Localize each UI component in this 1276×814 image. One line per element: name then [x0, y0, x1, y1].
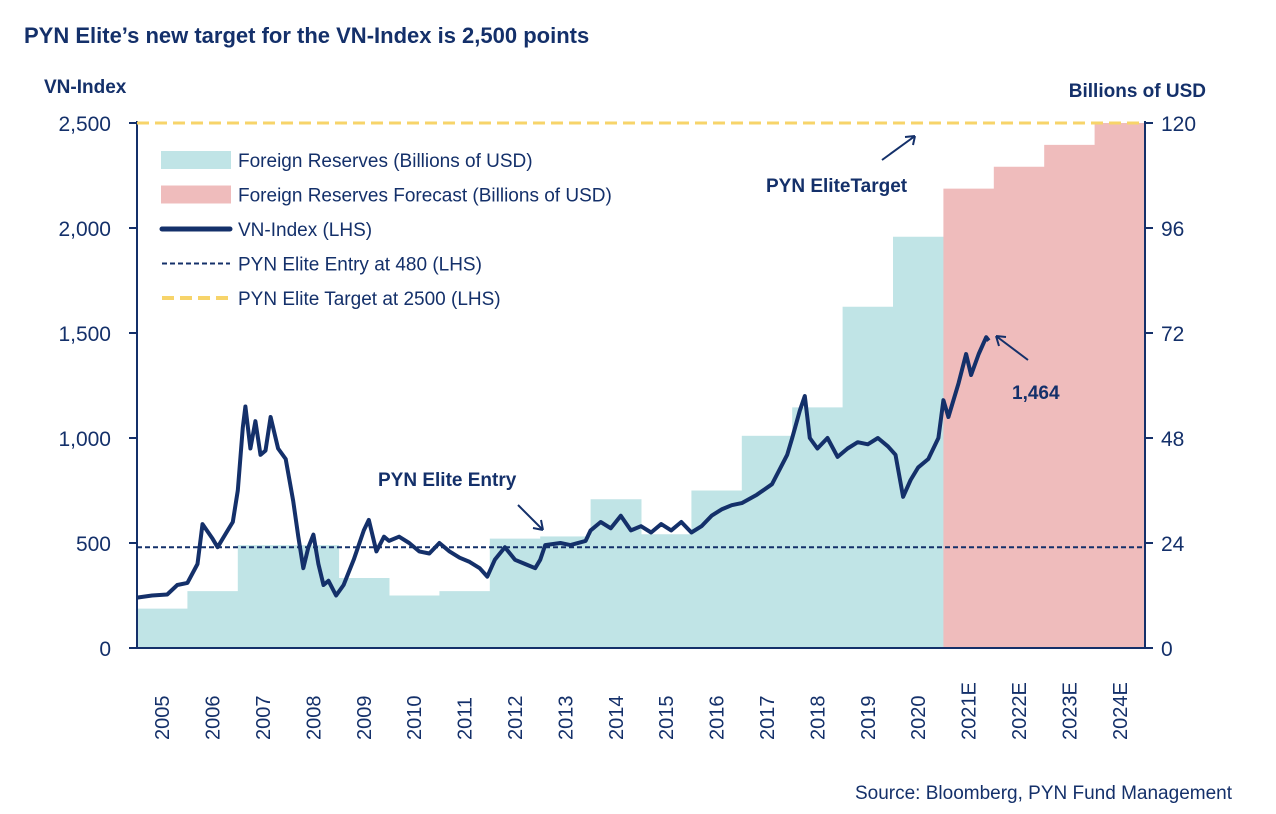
x-tick-label: 2005 — [152, 696, 174, 741]
reserves-bar — [237, 545, 289, 648]
legend-label: Foreign Reserves (Billions of USD) — [238, 151, 533, 172]
x-tick-label: 2018 — [807, 696, 829, 741]
right-axis-label: Billions of USD — [1069, 81, 1206, 102]
left-tick-label: 1,500 — [58, 323, 111, 346]
x-tick-label: 2021E — [959, 682, 981, 740]
right-tick-label: 0 — [1161, 638, 1173, 661]
x-tick-label: 2024E — [1110, 682, 1132, 740]
forecast-bar — [1044, 144, 1096, 648]
legend-label: PYN Elite Target at 2500 (LHS) — [238, 289, 501, 310]
right-tick-label: 96 — [1161, 218, 1184, 241]
forecast-bar — [943, 188, 995, 648]
right-tick-label: 72 — [1161, 323, 1184, 346]
reserves-bar — [288, 545, 340, 648]
entry-arrow — [517, 504, 544, 531]
target-annotation: PYN EliteTarget — [766, 176, 908, 197]
left-tick-label: 0 — [99, 638, 111, 661]
x-tick-label: 2020 — [908, 696, 930, 741]
target-arrow — [881, 135, 916, 161]
left-tick-label: 2,500 — [58, 113, 111, 136]
left-tick-label: 1,000 — [58, 428, 111, 451]
legend-swatch — [161, 151, 231, 169]
right-tick-label: 120 — [1161, 113, 1196, 136]
x-tick-label: 2011 — [455, 697, 477, 740]
chart-title: PYN Elite’s new target for the VN-Index … — [24, 23, 589, 48]
reserves-bar — [439, 591, 491, 648]
entry-annotation: PYN Elite Entry — [378, 470, 517, 491]
reserves-bar — [641, 534, 692, 648]
reserves-bar — [691, 490, 743, 648]
reserves-bar — [741, 435, 793, 648]
x-tick-label: 2019 — [858, 696, 880, 741]
x-tick-label: 2006 — [203, 696, 225, 741]
x-tick-label: 2009 — [354, 696, 376, 741]
x-tick-label: 2014 — [606, 696, 628, 741]
source-note: Source: Bloomberg, PYN Fund Management — [855, 783, 1233, 804]
x-tick-label: 2010 — [404, 696, 426, 741]
vn-index-line — [136, 335, 991, 600]
reserves-bar — [389, 595, 440, 648]
right-tick-label: 48 — [1161, 428, 1184, 451]
right-tick-label: 24 — [1161, 533, 1185, 556]
reserves-bar — [842, 306, 894, 648]
legend: Foreign Reserves (Billions of USD) Foreig… — [159, 151, 612, 310]
x-tick-label: 2013 — [555, 696, 577, 741]
x-tick-label: 2017 — [757, 696, 779, 741]
forecast-bar — [1094, 123, 1146, 648]
x-tick-label: 2015 — [656, 696, 678, 741]
legend-label: PYN Elite Entry at 480 (LHS) — [238, 255, 482, 276]
x-tick-label: 2012 — [505, 696, 527, 741]
x-tick-label: 2007 — [253, 696, 275, 741]
legend-swatch — [161, 185, 231, 204]
reserves-bar — [338, 578, 390, 648]
last-value-annotation: 1,464 — [1012, 383, 1060, 404]
legend-label: VN-Index (LHS) — [238, 220, 372, 241]
reserves-bar — [540, 536, 592, 648]
reserves-bar — [792, 407, 844, 648]
annotations — [517, 135, 1029, 531]
last-value-arrow — [995, 335, 1029, 361]
reserves-bar — [137, 608, 188, 648]
legend-label: Foreign Reserves Forecast (Billions of U… — [238, 186, 612, 207]
left-tick-label: 500 — [76, 533, 111, 556]
x-tick-label: 2008 — [303, 696, 325, 741]
left-axis-label: VN-Index — [44, 77, 127, 98]
reserves-bar — [187, 591, 239, 648]
x-tick-label: 2016 — [707, 696, 729, 741]
left-tick-label: 2,000 — [58, 218, 111, 241]
x-tick-label: 2023E — [1059, 682, 1081, 740]
x-tick-label: 2022E — [1009, 682, 1031, 740]
forecast-bar — [993, 166, 1045, 648]
